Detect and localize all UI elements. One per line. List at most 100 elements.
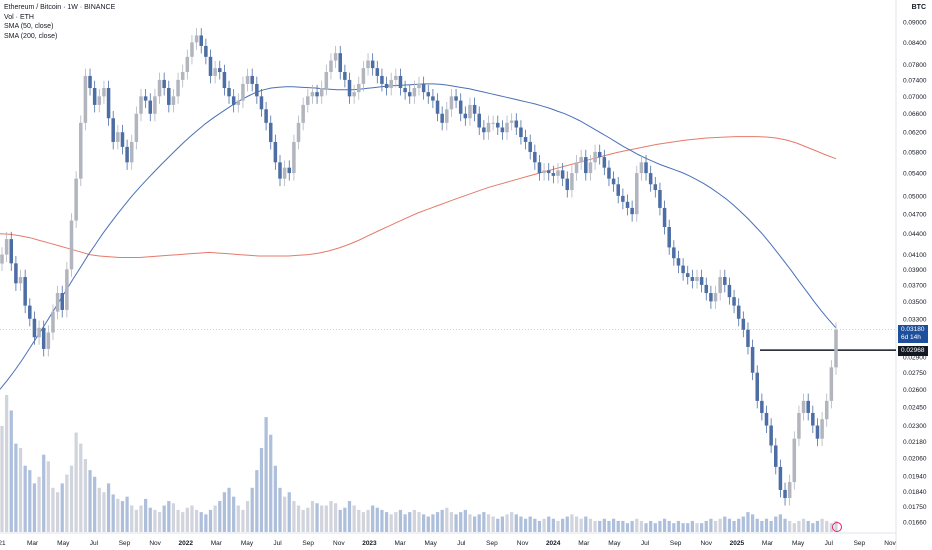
volume-bar (269, 434, 273, 532)
candle-body (250, 75, 254, 84)
volume-bar (477, 514, 481, 532)
volume-bar (449, 512, 454, 532)
candle-body (514, 120, 519, 128)
volume-bar (454, 514, 458, 532)
y-tick-label: 0.02300 (903, 423, 927, 430)
y-tick-label: 0.02060 (903, 456, 927, 463)
x-tick-label: May (792, 540, 805, 547)
volume-bar (565, 516, 569, 532)
y-tick-label: 0.04100 (903, 252, 927, 259)
volume-bar (672, 523, 676, 532)
volume-bar (236, 505, 240, 532)
volume-bar (320, 505, 324, 532)
volume-bar (709, 518, 713, 532)
volume-bar (241, 509, 245, 532)
volume-indicator-label[interactable]: Vol · ETH (4, 13, 34, 21)
volume-bar (820, 518, 824, 532)
volume-bar (788, 520, 792, 532)
y-tick-label: 0.07000 (903, 94, 927, 101)
volume-bar (232, 496, 236, 532)
candle-body (477, 113, 481, 128)
volume-bar (106, 483, 111, 532)
candle-body (662, 207, 667, 228)
volume-bar (32, 483, 37, 532)
volume-bar (561, 518, 565, 532)
volume-bar (403, 514, 407, 532)
candle-body (23, 277, 27, 306)
volume-bar (635, 518, 639, 532)
candle-body (482, 127, 486, 133)
candle-body (176, 79, 180, 97)
candle-body (394, 75, 398, 80)
candle-body (129, 141, 134, 163)
x-tick-label: Sep (302, 540, 314, 547)
y-tick-label: 0.06200 (903, 130, 927, 137)
symbol-title[interactable]: Ethereum / Bitcoin · 1W · BINANCE (4, 4, 116, 11)
sma200-indicator-label[interactable]: SMA (200, close) (4, 32, 58, 40)
volume-bar (713, 520, 718, 532)
candle-body (542, 170, 546, 174)
candle-body (505, 122, 509, 133)
candle-body (602, 157, 607, 168)
volume-bar (505, 514, 509, 532)
candle-body (338, 53, 342, 73)
volume-bar (171, 503, 176, 532)
candle-body (713, 293, 718, 302)
volume-bar (65, 474, 69, 532)
volume-bar (537, 520, 542, 532)
volume-bar (662, 518, 667, 532)
volume-bar (667, 520, 671, 532)
volume-bar (83, 459, 88, 532)
x-tick-label: May (57, 540, 70, 547)
candle-body (440, 113, 444, 123)
volume-bar (255, 470, 259, 532)
volume-bar (588, 518, 593, 532)
volume-bar (417, 512, 421, 532)
volume-bar (134, 509, 138, 532)
candle-body (366, 60, 370, 69)
candle-body (46, 332, 51, 349)
volume-bar (218, 501, 222, 532)
volume-bar (695, 523, 699, 532)
candle-body (306, 96, 310, 105)
volume-bar (653, 523, 657, 532)
candle-body (533, 151, 537, 163)
candle-body (676, 258, 681, 266)
candle-body (92, 88, 97, 105)
flash-icon[interactable] (832, 522, 842, 532)
volume-bar (380, 509, 384, 532)
candle-body (769, 425, 773, 446)
volume-bar (482, 512, 486, 532)
candle-body (245, 75, 250, 84)
candle-body (611, 178, 616, 185)
candle-body (732, 297, 736, 306)
volume-bar (500, 516, 505, 532)
volume-bar (157, 512, 162, 532)
y-tick-label: 0.03300 (903, 316, 927, 323)
candle-body (324, 72, 329, 89)
y-tick-label: 0.02900 (903, 354, 927, 361)
volume-bar (528, 516, 532, 532)
volume-bar (18, 448, 23, 532)
candle-body (14, 263, 18, 284)
candle-body (287, 167, 292, 174)
candle-body (449, 96, 454, 110)
sma50-indicator-label[interactable]: SMA (50, close) (4, 23, 54, 30)
volume-bar (283, 496, 287, 532)
volume-bar (510, 512, 514, 532)
candle-body (579, 157, 583, 163)
volume-bar (774, 516, 778, 532)
volume-bar (97, 487, 101, 532)
candle-body (134, 113, 139, 142)
volume-bar (14, 443, 18, 532)
candle-body (380, 75, 384, 84)
candle-body (0, 254, 4, 264)
candle-body (167, 88, 171, 105)
volume-bar (5, 395, 9, 532)
candle-body (412, 88, 417, 97)
volume-bar (324, 505, 328, 532)
candle-body (227, 88, 231, 97)
volume-bar (542, 518, 546, 532)
